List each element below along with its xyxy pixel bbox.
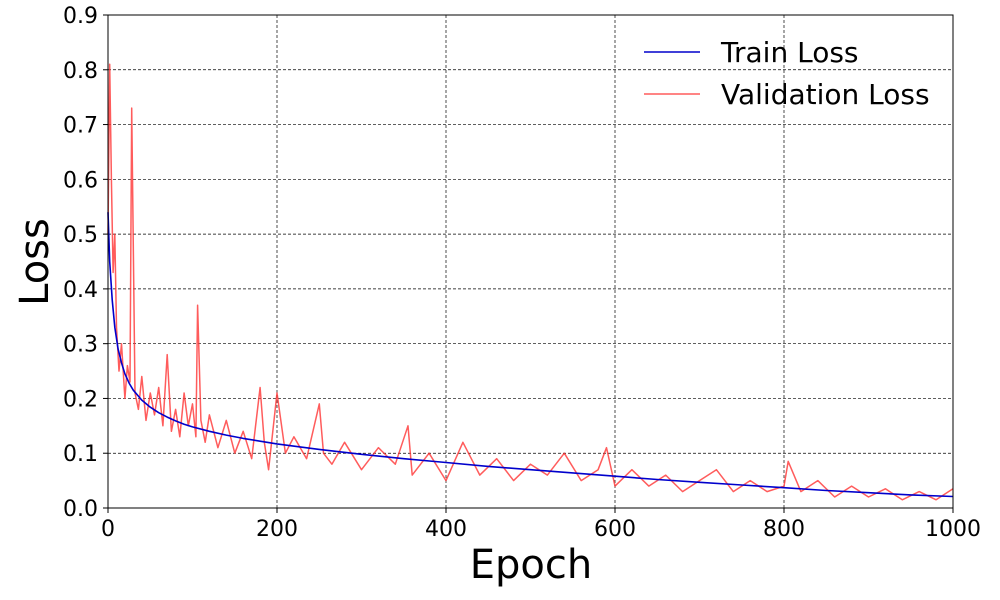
x-tick-label: 200: [256, 517, 298, 542]
y-tick-label: 0.7: [63, 114, 98, 139]
validation-loss-line: [107, 63, 954, 501]
legend-label-train: Train Loss: [720, 36, 859, 69]
x-tick-label: 400: [425, 517, 467, 542]
plot-frame: [107, 14, 954, 509]
grid: [108, 15, 953, 508]
y-tick-label: 0.4: [63, 278, 98, 303]
y-tick-label: 0.9: [63, 4, 98, 29]
y-tick-label: 0.6: [63, 168, 98, 193]
y-axis-ticks: 0.0 0.1 0.2 0.3 0.4 0.5 0.6 0.7 0.8 0.9: [63, 4, 108, 522]
train-loss-line: [107, 212, 954, 498]
x-axis-label: Epoch: [470, 542, 592, 588]
x-tick-label: 800: [763, 517, 805, 542]
series-layer: [107, 63, 954, 501]
y-tick-label: 0.8: [63, 59, 98, 84]
y-tick-label: 0.1: [63, 442, 98, 467]
y-tick-label: 0.2: [63, 387, 98, 412]
legend: Train Loss Validation Loss: [644, 36, 930, 111]
x-tick-label: 600: [594, 517, 636, 542]
x-axis-ticks: 0 200 400 600 800 1000: [101, 508, 981, 542]
x-tick-label: 1000: [925, 517, 981, 542]
legend-label-validation: Validation Loss: [721, 78, 930, 111]
y-tick-label: 0.0: [63, 497, 98, 522]
x-tick-label: 0: [101, 517, 115, 542]
y-tick-label: 0.3: [63, 333, 98, 358]
y-tick-label: 0.5: [63, 223, 98, 248]
y-axis-label: Loss: [12, 218, 58, 306]
